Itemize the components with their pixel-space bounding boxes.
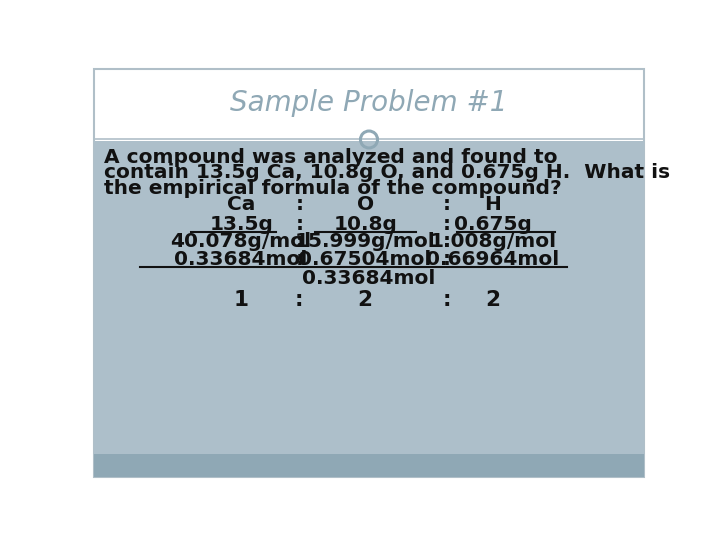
Text: A compound was analyzed and found to: A compound was analyzed and found to [104,148,557,167]
Text: 1: 1 [233,289,248,309]
Text: 0.33684mol: 0.33684mol [174,250,308,269]
Text: O: O [356,195,374,214]
Text: :: : [295,289,304,309]
Text: 0.675g: 0.675g [454,215,532,234]
Text: 13.5g: 13.5g [210,215,273,234]
Text: H: H [485,195,501,214]
Text: :: : [295,232,303,252]
Text: :: : [295,215,303,234]
Text: 10.8g: 10.8g [333,215,397,234]
Text: 0.66964mol: 0.66964mol [426,250,559,269]
Text: :: : [442,289,451,309]
FancyBboxPatch shape [94,141,644,454]
Text: :: : [443,195,451,214]
Text: 1.008g/mol: 1.008g/mol [429,232,557,252]
Text: Ca: Ca [227,195,256,214]
FancyBboxPatch shape [94,69,644,477]
Text: 0.67504mol: 0.67504mol [298,250,432,269]
Text: contain 13.5g Ca, 10.8g O, and 0.675g H.  What is: contain 13.5g Ca, 10.8g O, and 0.675g H.… [104,163,670,182]
Text: 0.33684mol: 0.33684mol [302,269,436,288]
Text: :: : [443,250,451,269]
Text: 15.999g/mol: 15.999g/mol [294,232,436,252]
Text: :: : [443,232,451,252]
Text: :: : [295,250,303,269]
Text: 2: 2 [358,289,373,309]
Text: 2: 2 [485,289,500,309]
Text: :: : [443,215,451,234]
FancyBboxPatch shape [94,454,644,477]
Text: the empirical formula of the compound?: the empirical formula of the compound? [104,179,562,198]
Text: Sample Problem #1: Sample Problem #1 [230,89,508,117]
Text: :: : [295,195,303,214]
Text: 40.078g/mol: 40.078g/mol [171,232,312,252]
